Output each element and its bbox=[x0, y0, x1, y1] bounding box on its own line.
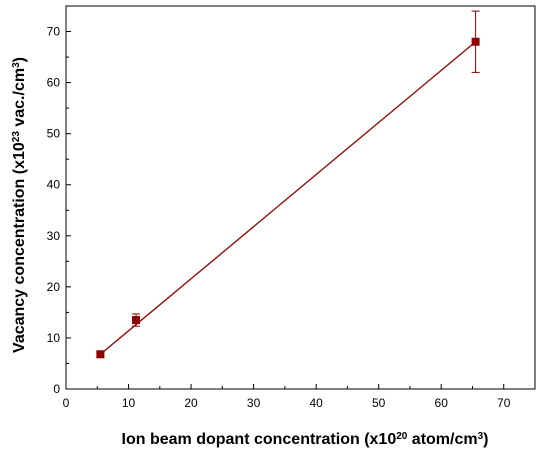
data-point bbox=[471, 37, 480, 46]
y-axis-title-unit: vac./cm bbox=[11, 68, 28, 131]
y-tick-label: 30 bbox=[47, 229, 61, 243]
y-axis-title-close: ) bbox=[11, 57, 28, 62]
x-tick-label: 10 bbox=[122, 396, 136, 410]
x-axis-title-unit: atom/cm bbox=[407, 431, 477, 448]
y-axis-ticks: 0 10 20 30 40 50 60 70 bbox=[47, 25, 71, 396]
x-tick-label: 40 bbox=[309, 396, 323, 410]
series-layer bbox=[96, 10, 480, 359]
y-tick-label: 20 bbox=[47, 280, 61, 294]
y-axis-title: Vacancy concentration (x1023 vac./cm3) bbox=[11, 57, 29, 353]
x-axis-title: Ion beam dopant concentration (x1020 ato… bbox=[122, 431, 489, 449]
x-tick-label: 20 bbox=[184, 396, 198, 410]
y-tick-label: 10 bbox=[47, 331, 61, 345]
y-tick-label: 0 bbox=[53, 382, 60, 396]
x-tick-label: 60 bbox=[435, 396, 449, 410]
fit-line bbox=[99, 41, 477, 355]
x-axis-title-sup: 20 bbox=[396, 431, 408, 442]
x-tick-label: 70 bbox=[497, 396, 511, 410]
x-tick-label: 50 bbox=[372, 396, 386, 410]
x-tick-label: 0 bbox=[63, 396, 70, 410]
y-tick-label: 50 bbox=[47, 127, 61, 141]
y-axis-title-sup: 23 bbox=[11, 131, 22, 143]
x-axis-title-close: ) bbox=[483, 431, 488, 448]
x-axis-title-sup2: 3 bbox=[478, 431, 484, 442]
y-tick-label: 40 bbox=[47, 178, 61, 192]
y-tick-label: 70 bbox=[47, 25, 61, 39]
plot-frame bbox=[65, 5, 536, 390]
x-axis-title-main: Ion beam dopant concentration (x10 bbox=[122, 431, 397, 448]
x-axis-ticks: 0 10 20 30 40 50 60 70 bbox=[63, 384, 511, 410]
x-tick-label: 30 bbox=[247, 396, 261, 410]
y-axis-title-sup2: 3 bbox=[11, 62, 22, 68]
data-point bbox=[132, 316, 141, 325]
data-point bbox=[96, 350, 105, 359]
y-tick-label: 60 bbox=[47, 76, 61, 90]
y-axis-title-main: Vacancy concentration (x10 bbox=[11, 142, 28, 353]
